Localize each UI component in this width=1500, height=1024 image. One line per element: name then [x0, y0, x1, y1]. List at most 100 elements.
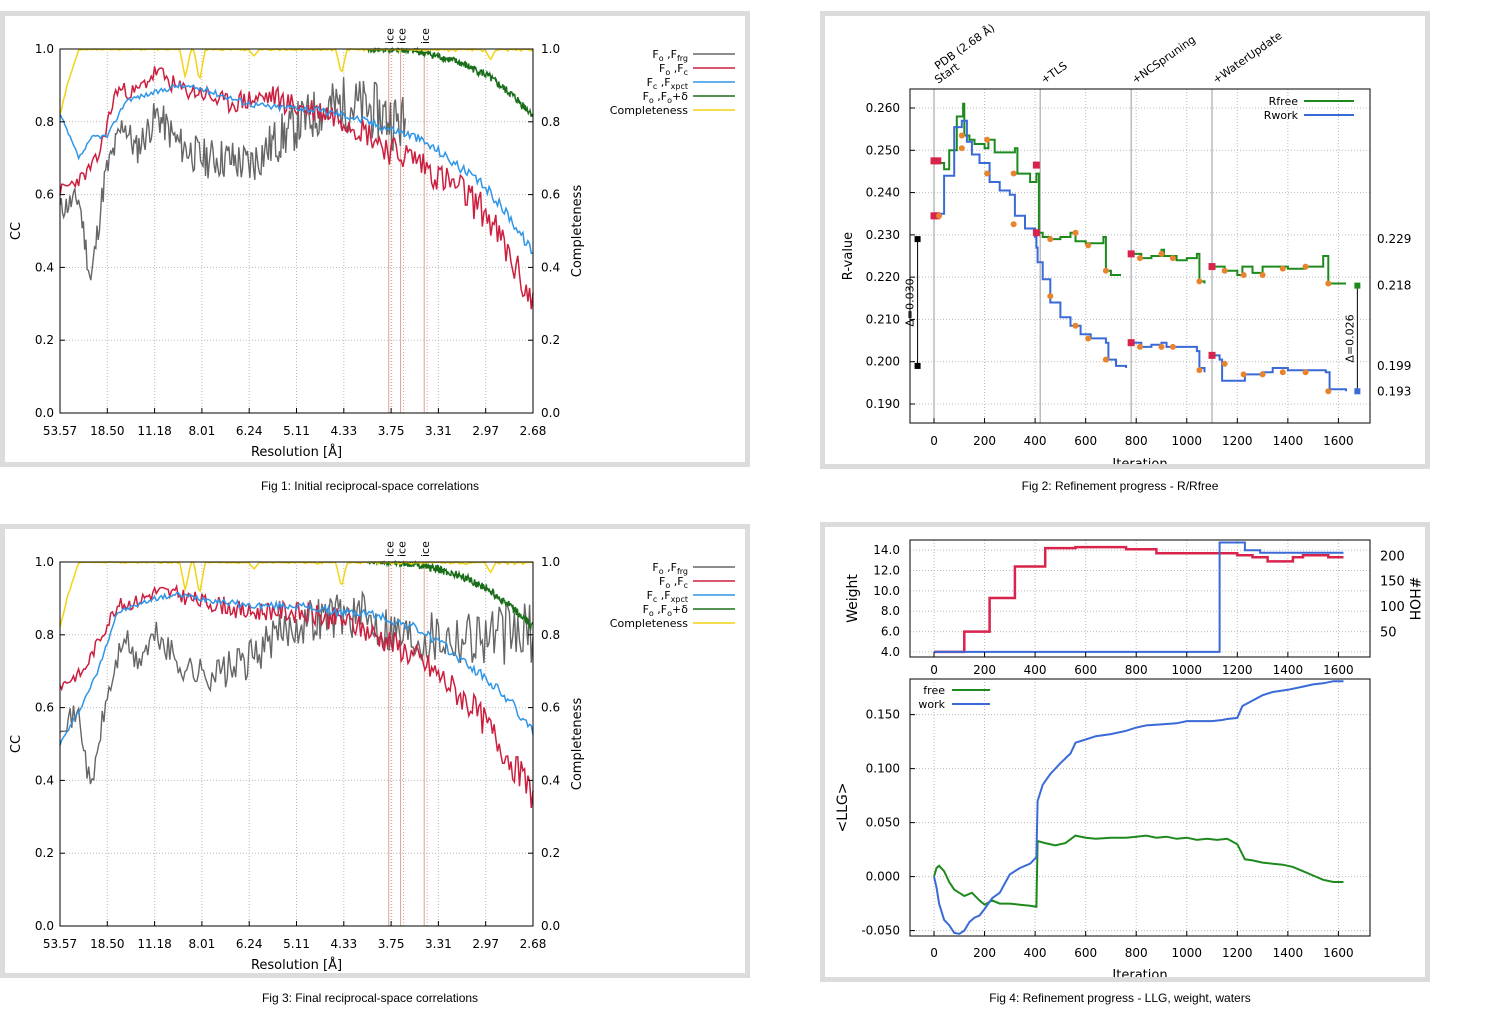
marker-point [1222, 268, 1228, 274]
marker-point [1047, 236, 1053, 242]
x-tick-label: 1600 [1323, 663, 1354, 677]
marker-point [1047, 293, 1053, 299]
x-tick-label: 2.97 [472, 937, 499, 951]
series-line-xpct [60, 83, 533, 253]
ice-label: ice [396, 28, 409, 44]
marker-point [1011, 171, 1017, 177]
marker-point [1196, 278, 1202, 284]
y2-tick-label: 1.0 [541, 42, 560, 56]
legend-mid: ,F [657, 589, 670, 602]
stage-label: +TLS [1038, 59, 1069, 86]
y2-tick-label: 0.8 [541, 115, 560, 129]
fig1-panel: ice ice ice 53.57 18.50 11.18 8.01 6.24 5.11 4.33… [0, 11, 750, 467]
marker-point [1260, 272, 1266, 278]
legend-mid: ,F [654, 90, 667, 103]
y-tick-label: 0.6 [35, 701, 54, 715]
marker-stage [1033, 229, 1040, 236]
x-tick-label: 3.75 [378, 424, 405, 438]
x-axis-label: Resolution [Å] [251, 444, 342, 460]
x-tick-label: 2.68 [520, 937, 547, 951]
x-tick-label: 200 [973, 663, 996, 677]
x-tick-label: 400 [1024, 663, 1047, 677]
delta-label: Δ=0.026 [1343, 314, 1356, 362]
y-axis-label: CC [9, 222, 24, 240]
weight-axis-label: Weight [845, 574, 861, 623]
fig4-chart: 0 200 400 600 800 1000 1200 1400 16004.06.08.010… [825, 527, 1425, 977]
legend-mid: ,F [657, 76, 670, 89]
legend-label-fofc: Fo ,Fc [659, 62, 688, 77]
marker-stage [1033, 162, 1040, 169]
marker-end [1354, 388, 1360, 394]
x-tick-label: 18.50 [90, 937, 124, 951]
series-line-rfree [1212, 256, 1346, 284]
marker-point [984, 171, 990, 177]
y2-tick-label: 0.4 [541, 773, 560, 787]
x-tick-label: 600 [1074, 663, 1097, 677]
marker-point [936, 213, 942, 219]
legend-mid: ,F [664, 48, 677, 61]
stage-label: +NCSpruning [1129, 33, 1198, 86]
x-tick-label: 6.24 [236, 424, 263, 438]
marker-point [1103, 357, 1109, 363]
marker-point [1011, 221, 1017, 227]
legend-label-frg: Fo ,Ffrg [652, 561, 688, 576]
marker-point [1280, 369, 1286, 375]
y-axis-label: R-value [841, 232, 856, 280]
y-tick-label: 10.0 [873, 584, 900, 598]
x-tick-label: 2.97 [472, 424, 499, 438]
fig3-chart: iceice ice53.57 18.50 11.18 8.01 6.24 5.11 4.33… [5, 529, 745, 973]
x-tick-label: 6.24 [236, 937, 263, 951]
legend-label-fofc: Fo ,Fc [659, 575, 688, 590]
x-tick-label: 800 [1125, 434, 1148, 448]
y-tick-label: 0.230 [866, 228, 900, 242]
y-tick-label: 0.050 [866, 816, 900, 830]
x-tick-label: 5.11 [283, 937, 310, 951]
y2-tick-label: 0.6 [541, 188, 560, 202]
x-tick-label: 11.18 [137, 937, 171, 951]
series-line-rwork [1212, 355, 1346, 391]
fig4-caption: Fig 4: Refinement progress - LLG, weight… [820, 991, 1420, 1005]
y-tick-label: 1.0 [35, 555, 54, 569]
y2-tick-label: 150 [1380, 575, 1405, 590]
marker-stage [1209, 263, 1216, 270]
legend-mid: ,F [664, 561, 677, 574]
series-line-xpct [60, 593, 533, 746]
marker-point [1158, 251, 1164, 257]
legend-label-rwork: Rwork [1264, 109, 1299, 122]
legend-label-rfree: Rfree [1269, 95, 1299, 108]
marker-point [1222, 361, 1228, 367]
y2-tick-label: 1.0 [541, 555, 560, 569]
fig1-caption: Fig 1: Initial reciprocal-space correlat… [0, 479, 740, 493]
right-value-label: 0.229 [1377, 232, 1411, 246]
legend-main: Completeness [610, 617, 688, 630]
x-tick-label: 1200 [1222, 434, 1253, 448]
x-tick-label: 1200 [1222, 663, 1253, 677]
right-value-label: 0.218 [1377, 279, 1411, 293]
x-tick-label: 1000 [1171, 663, 1202, 677]
y-tick-label: 0.2 [35, 846, 54, 860]
series-line-rwork [934, 121, 1126, 368]
x-tick-label: 5.11 [283, 424, 310, 438]
marker-stage [934, 157, 941, 164]
fig2-caption: Fig 2: Refinement progress - R/Rfree [820, 479, 1420, 493]
y-tick-label: 0.200 [866, 355, 900, 369]
y-tick-label: 0.190 [866, 397, 900, 411]
ice-label: ice [419, 541, 432, 557]
marker-point [1303, 264, 1309, 270]
y-tick-label: 12.0 [873, 564, 900, 578]
fig3-caption: Fig 3: Final reciprocal-space correlatio… [0, 991, 740, 1005]
series-line-fod [367, 562, 533, 629]
y2-tick-label: 0.4 [541, 260, 560, 274]
y-tick-label: 8.0 [881, 604, 900, 618]
y-tick-label: 0.150 [866, 708, 900, 722]
x-tick-label: 3.31 [425, 937, 452, 951]
y2-tick-label: 0.8 [541, 628, 560, 642]
y-tick-label: 0.8 [35, 115, 54, 129]
legend-label-fod: Fo ,Fo+δ [643, 603, 689, 618]
x-tick-label: 200 [973, 434, 996, 448]
x-tick-label: 1000 [1171, 946, 1202, 960]
x-tick-label: 18.50 [90, 424, 124, 438]
fig3-panel: ice ice ice 53.57 18.50 11.18 8.01 6.24 5.11 4.33… [0, 524, 750, 978]
y-tick-label: 1.0 [35, 42, 54, 56]
x-tick-label: 11.18 [137, 424, 171, 438]
